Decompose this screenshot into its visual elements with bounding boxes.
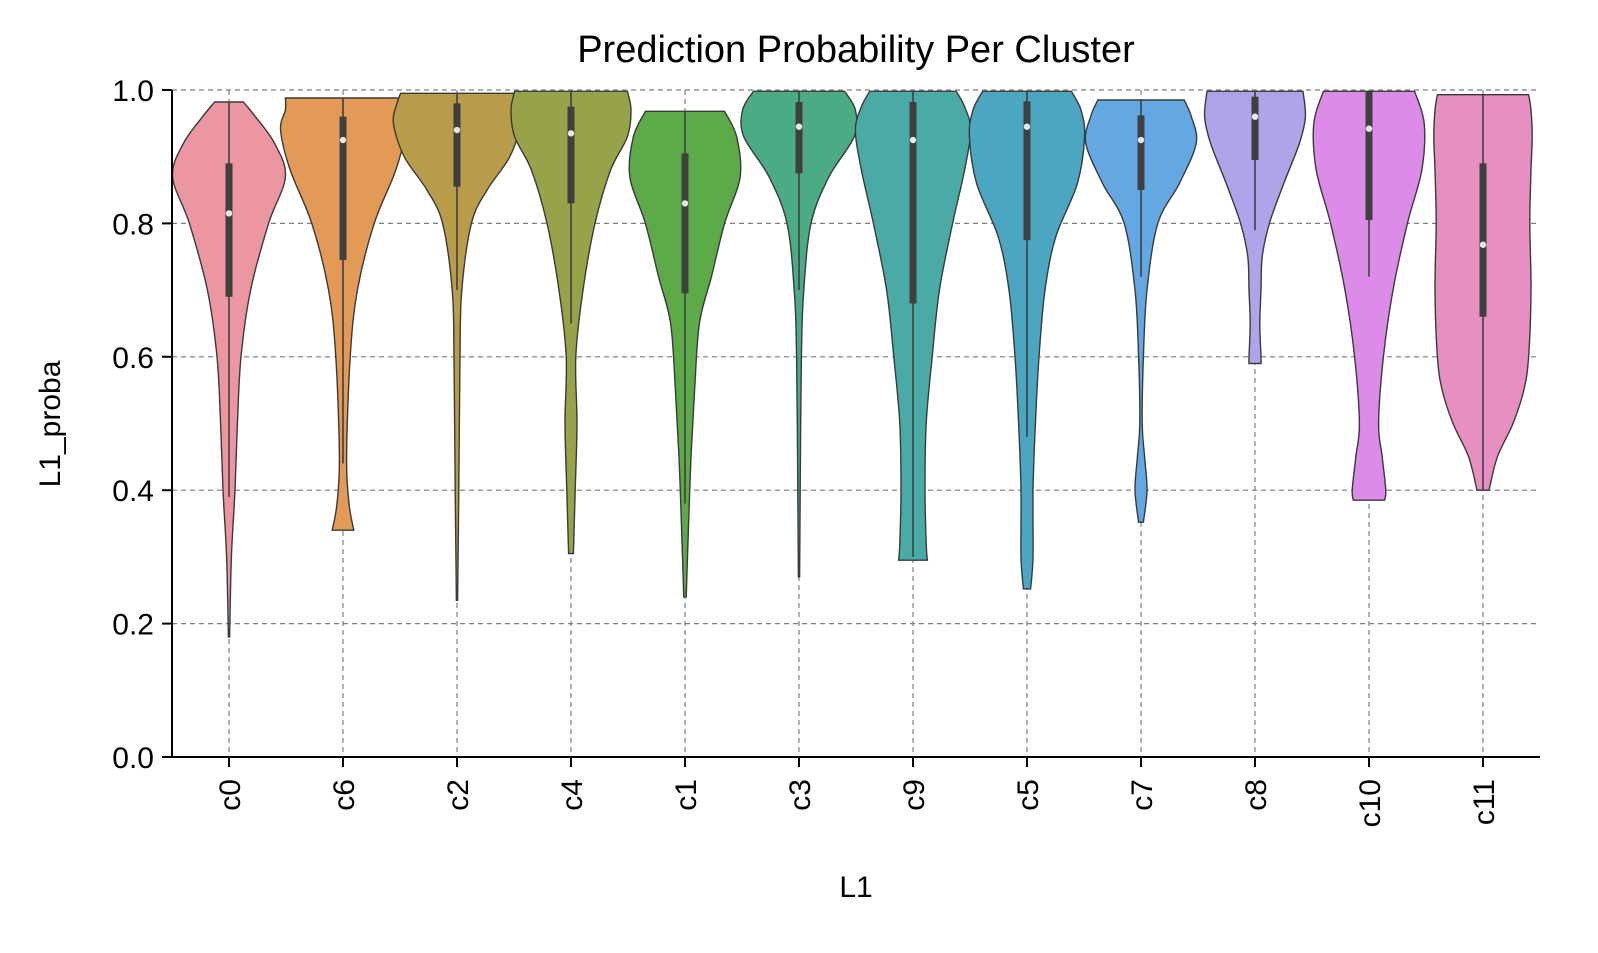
x-tick-label: c7 <box>1126 779 1159 811</box>
x-ticks: c0 c6 c2 c4 c1 c3 c9 c5 c7 c8 c10 c11 <box>214 757 1501 827</box>
violin-c8 <box>1203 90 1307 365</box>
violin-c1 <box>628 110 742 598</box>
x-tick-label: c1 <box>670 779 703 811</box>
violin-body-c3 <box>740 90 858 578</box>
x-tick-label: c0 <box>214 779 247 811</box>
x-tick-label: c9 <box>898 779 931 811</box>
violin-c4 <box>510 90 632 555</box>
x-tick-label: c8 <box>1240 779 1273 811</box>
violin-c3 <box>740 90 858 578</box>
y-axis-label: L1_proba <box>34 360 67 487</box>
y-tick-label: 0.2 <box>112 609 154 642</box>
y-tick-label: 0.0 <box>112 742 154 775</box>
x-axis-label: L1 <box>839 871 872 904</box>
violin-c7 <box>1084 99 1198 523</box>
y-tick-label: 1.0 <box>112 75 154 108</box>
violin-median-c7 <box>1137 136 1145 144</box>
x-tick-label: c5 <box>1012 779 1045 811</box>
violin-body-c2 <box>392 92 522 601</box>
axes <box>171 90 1540 758</box>
x-tick-label: c10 <box>1354 779 1387 827</box>
violin-median-c1 <box>681 200 689 207</box>
violin-c0 <box>171 101 287 638</box>
violin-median-c3 <box>795 123 803 130</box>
violin-body-c10 <box>1312 90 1426 501</box>
violin-median-c2 <box>453 126 461 134</box>
violin-c11 <box>1433 94 1533 491</box>
y-tick-label: 0.4 <box>112 475 154 508</box>
violin-median-c4 <box>567 130 575 137</box>
violin-c6 <box>279 97 407 531</box>
violin-median-c0 <box>225 210 233 217</box>
violin-c10 <box>1312 90 1426 501</box>
y-ticks: 0.0 0.2 0.4 0.6 0.8 1.0 <box>112 75 172 775</box>
violins <box>171 90 1533 638</box>
y-tick-label: 0.6 <box>112 342 154 375</box>
chart-title: Prediction Probability Per Cluster <box>577 29 1135 71</box>
violin-median-c10 <box>1365 125 1373 132</box>
x-tick-label: c3 <box>784 779 817 811</box>
x-tick-label: c11 <box>1468 779 1501 825</box>
y-tick-label: 0.8 <box>112 208 154 241</box>
violin-median-c6 <box>339 136 347 144</box>
violin-median-c9 <box>909 136 917 144</box>
violin-median-c5 <box>1023 123 1031 130</box>
x-tick-label: c4 <box>556 779 589 811</box>
violin-median-c11 <box>1479 241 1487 248</box>
x-tick-label: c6 <box>328 779 361 811</box>
violin-c9 <box>854 90 972 561</box>
x-tick-label: c2 <box>442 779 475 811</box>
violin-median-c8 <box>1251 113 1259 120</box>
violin-body-c7 <box>1084 99 1198 523</box>
violin-c2 <box>392 92 522 601</box>
violin-c5 <box>968 90 1086 590</box>
